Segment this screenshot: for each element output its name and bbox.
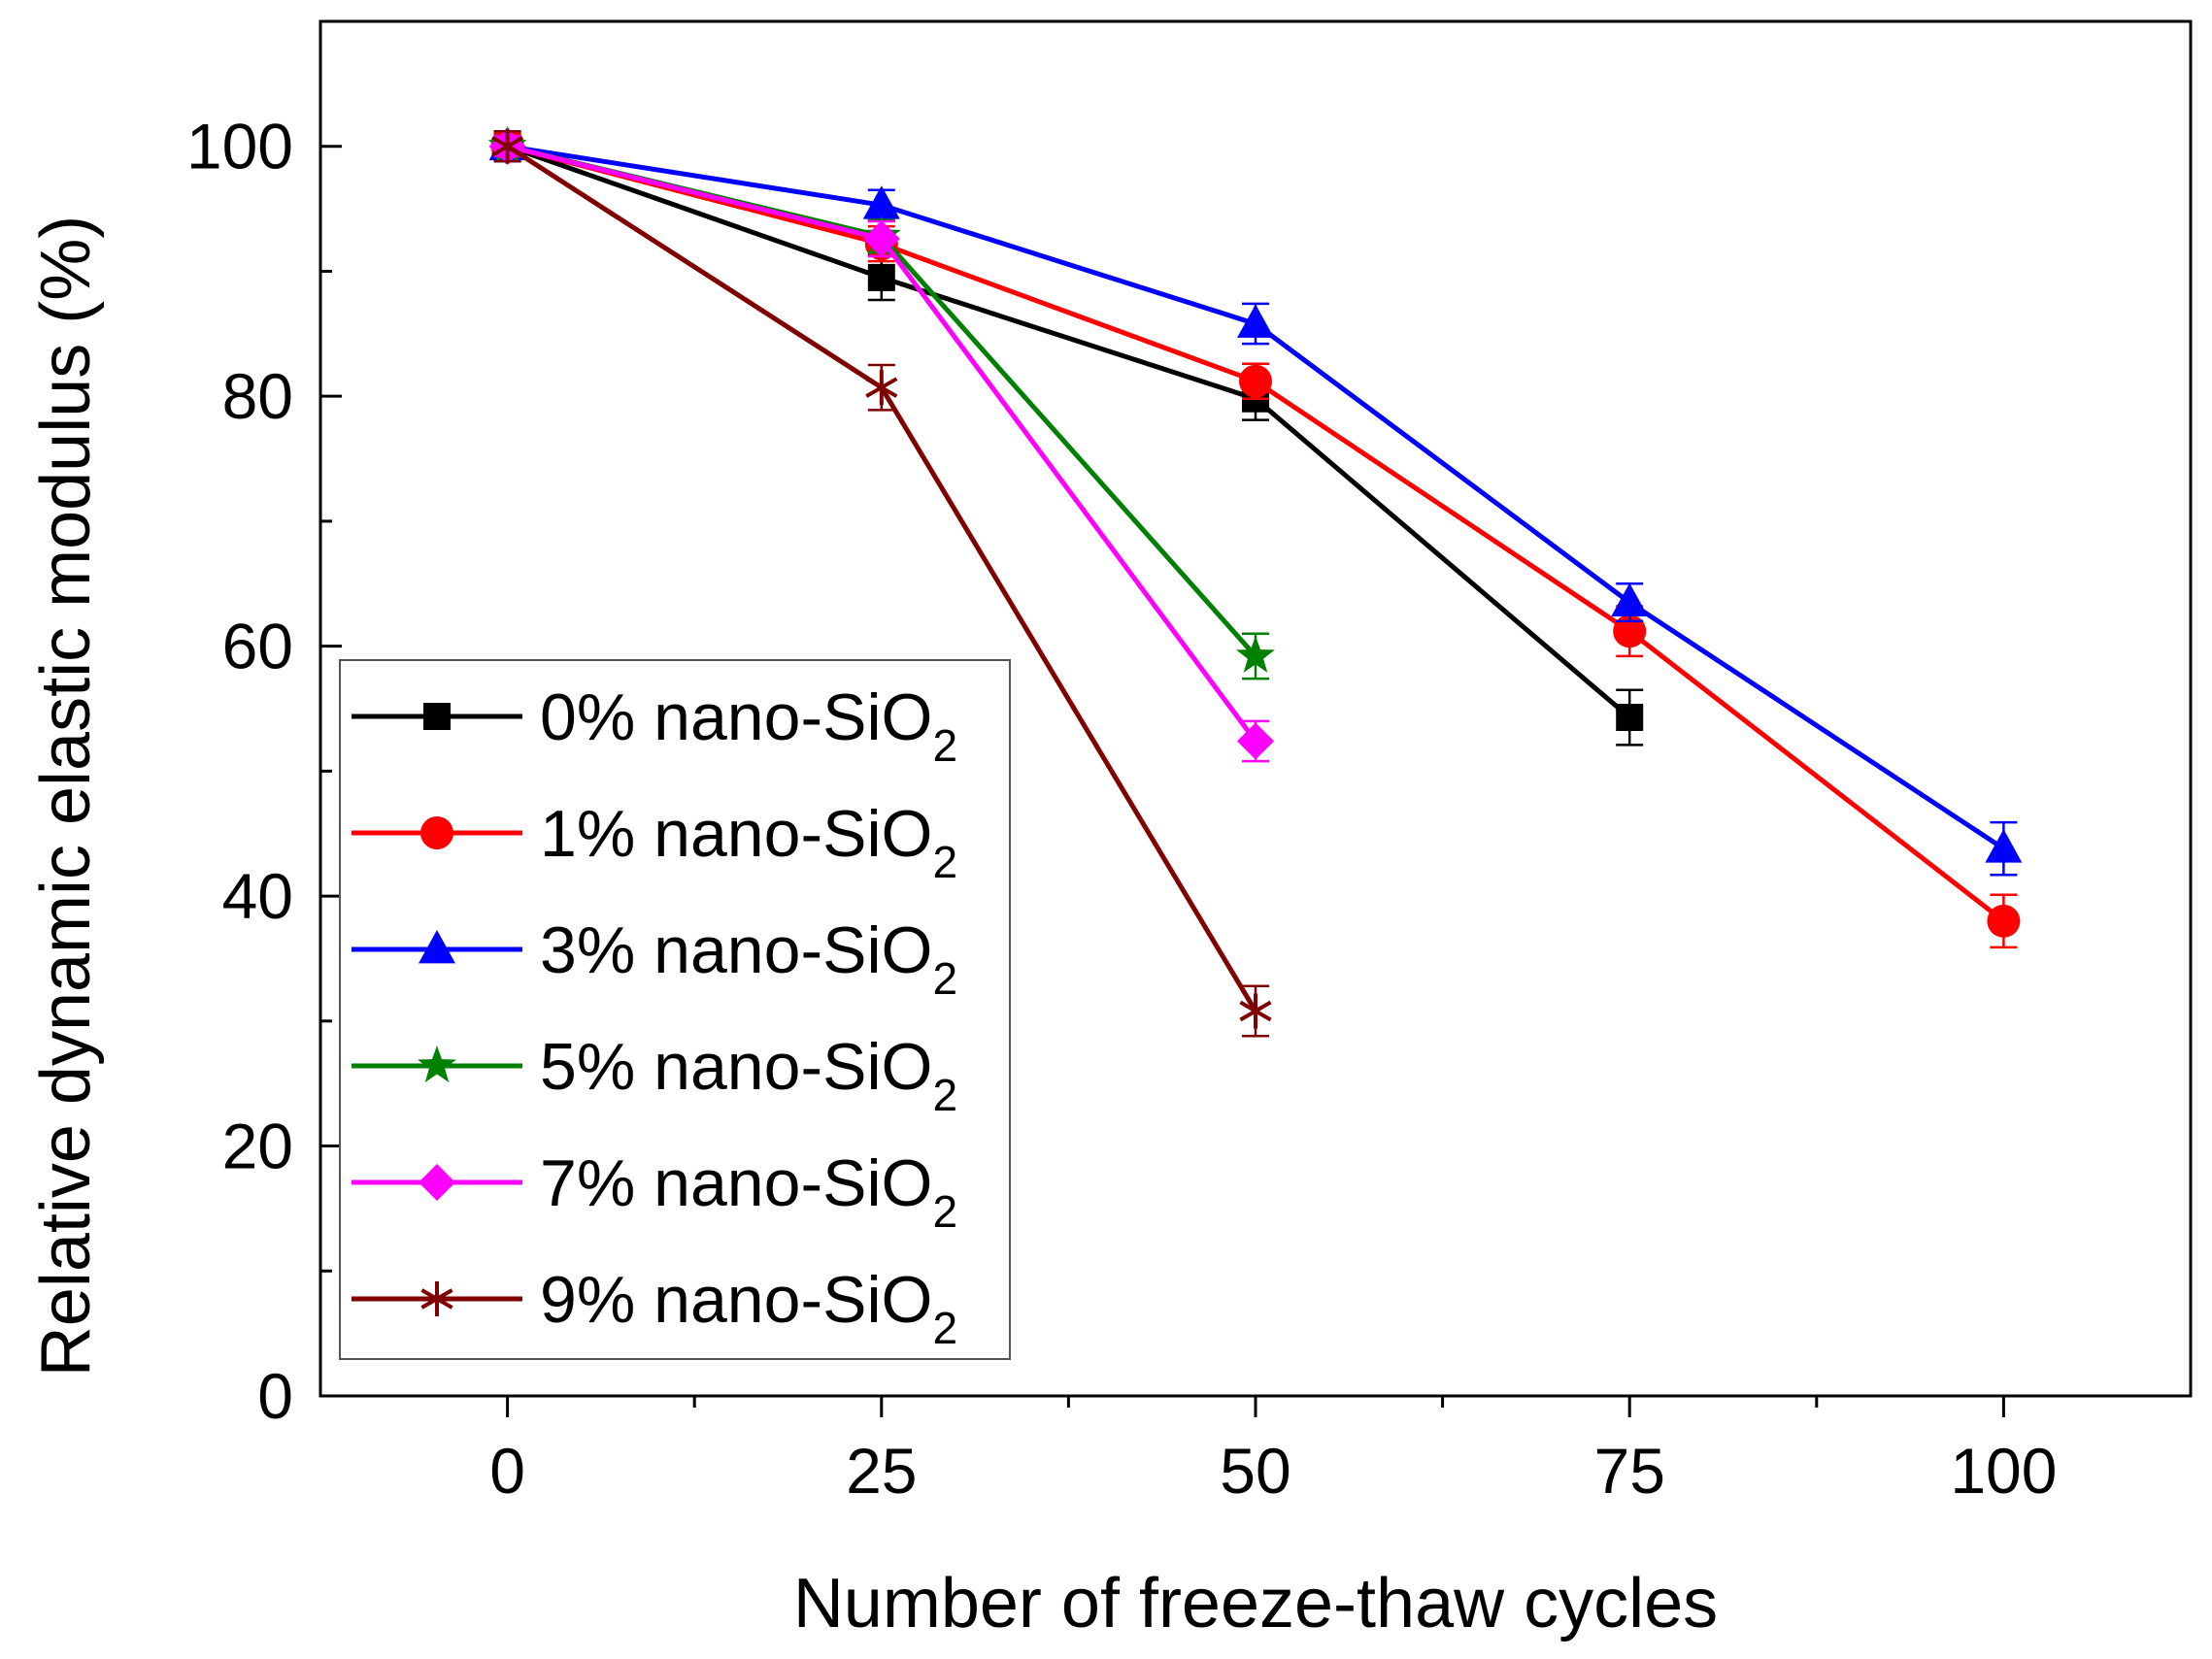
legend-marker — [418, 1045, 456, 1082]
square-marker — [423, 703, 451, 730]
y-tick-label-0: 0 — [257, 1360, 293, 1432]
legend-label: 9% nano-SiO2 — [540, 1263, 957, 1353]
y-tick-label-60: 60 — [222, 611, 293, 682]
legend-label: 0% nano-SiO2 — [540, 680, 957, 771]
legend-label: 7% nano-SiO2 — [540, 1146, 957, 1237]
circle-marker — [1239, 364, 1272, 398]
data-point — [1616, 704, 1644, 732]
legend-item-5: 9% nano-SiO2 — [352, 1263, 957, 1353]
data-point — [1985, 829, 2023, 863]
legend-marker — [420, 1281, 453, 1316]
diamond-marker — [419, 1164, 455, 1201]
legend-label-main: 3% nano-SiO — [540, 913, 932, 987]
asterisk-stroke — [420, 1288, 453, 1310]
circle-marker — [1613, 614, 1647, 648]
y-tick-label-20: 20 — [222, 1111, 293, 1182]
series-4 — [488, 127, 1274, 763]
legend-marker — [420, 816, 453, 849]
x-tick-label-0: 0 — [489, 1435, 525, 1507]
legend-label-main: 1% nano-SiO — [540, 797, 932, 871]
x-tick-label-100: 100 — [1950, 1435, 2057, 1507]
legend-item-2: 3% nano-SiO2 — [352, 913, 957, 1004]
square-marker — [1616, 704, 1644, 732]
data-point — [1239, 993, 1272, 1029]
legend-marker — [419, 930, 455, 964]
x-axis: 0 25 50 75 100 — [489, 1396, 2057, 1507]
data-point — [862, 185, 900, 219]
series-5 — [491, 128, 1272, 1038]
data-point — [1237, 722, 1274, 760]
y-tick-label-40: 40 — [222, 860, 293, 932]
triangle-marker — [419, 930, 455, 964]
y-axis: 0 20 40 60 80 100 — [186, 111, 342, 1432]
legend-label-main: 9% nano-SiO — [540, 1263, 932, 1337]
legend-label-main: 5% nano-SiO — [540, 1030, 932, 1104]
data-point — [1239, 364, 1272, 398]
asterisk-stroke — [1239, 1000, 1272, 1022]
data-point — [862, 219, 900, 257]
triangle-marker — [1611, 582, 1649, 616]
legend-item-3: 5% nano-SiO2 — [352, 1030, 957, 1120]
legend-label-subscript: 2 — [932, 720, 957, 771]
legend-label-main: 7% nano-SiO — [540, 1146, 932, 1220]
triangle-marker — [862, 185, 900, 219]
x-tick-label-25: 25 — [846, 1435, 917, 1507]
legend-label: 3% nano-SiO2 — [540, 913, 957, 1004]
series-0 — [493, 130, 1644, 747]
y-tick-label-80: 80 — [222, 360, 293, 432]
legend-frame — [339, 659, 1011, 1360]
legend-marker — [423, 703, 451, 730]
x-axis-title: Number of freeze-thaw cycles — [793, 1565, 1718, 1642]
data-point — [867, 263, 895, 291]
data-point — [491, 128, 524, 164]
y-tick-label-100: 100 — [186, 111, 293, 182]
asterisk-stroke — [865, 377, 898, 398]
legend-marker — [419, 1164, 455, 1201]
series-line — [506, 144, 1631, 719]
legend-label-subscript: 2 — [932, 953, 957, 1004]
data-point — [1237, 304, 1274, 338]
circle-marker — [1987, 904, 2021, 938]
triangle-marker — [1237, 304, 1274, 338]
diamond-marker — [1237, 722, 1274, 760]
y-axis-title: Relative dynamic elastic modulus (%) — [27, 216, 105, 1377]
legend-item-0: 0% nano-SiO2 — [352, 680, 957, 771]
star-marker — [1236, 635, 1275, 673]
circle-marker — [420, 816, 453, 849]
data-point — [865, 370, 898, 406]
triangle-marker — [1985, 829, 2023, 863]
square-marker — [867, 263, 895, 291]
legend-label: 5% nano-SiO2 — [540, 1030, 957, 1120]
legend-label-subscript: 2 — [932, 1186, 957, 1237]
data-point — [1611, 582, 1649, 616]
star-marker — [418, 1045, 456, 1082]
legend-label-subscript: 2 — [932, 1303, 957, 1353]
data-point — [1236, 635, 1275, 673]
legend-label: 1% nano-SiO2 — [540, 797, 957, 887]
data-point — [1987, 904, 2021, 938]
data-point — [1613, 614, 1647, 648]
asterisk-stroke — [491, 135, 524, 157]
legend-label-subscript: 2 — [932, 837, 957, 887]
legend-label-subscript: 2 — [932, 1070, 957, 1120]
legend-label-main: 0% nano-SiO — [540, 680, 932, 754]
x-tick-label-50: 50 — [1220, 1435, 1290, 1507]
series-layer — [487, 125, 2023, 1038]
legend-item-4: 7% nano-SiO2 — [352, 1146, 957, 1237]
diamond-marker — [862, 219, 900, 257]
x-tick-label-75: 75 — [1593, 1435, 1664, 1507]
legend-item-1: 1% nano-SiO2 — [352, 797, 957, 887]
